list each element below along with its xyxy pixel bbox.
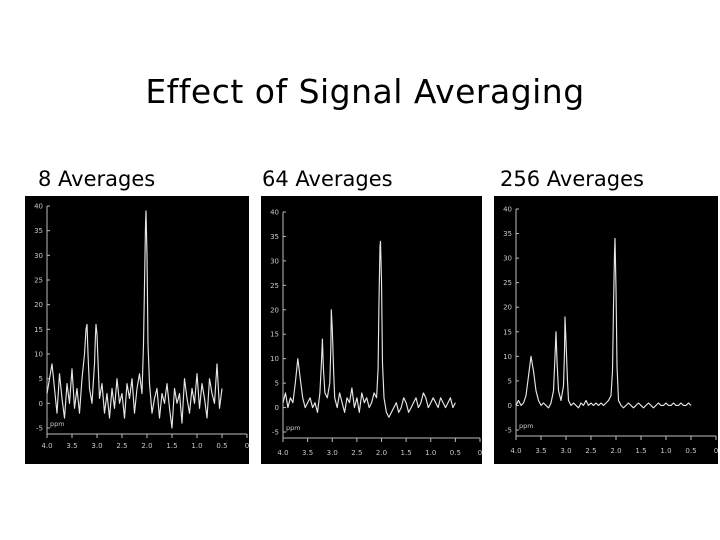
x-tick-label: 0 [714, 447, 718, 455]
y-tick-label: 40 [503, 206, 512, 214]
spectrum-chart-8-averages: 40 35 30 25 20 15 10 5 0 -5 4.0 3.5 3.0 2.5 2.0 1.5 1.0 0… [34, 203, 249, 451]
y-tick-label: 5 [508, 377, 512, 385]
y-tick-label: 30 [503, 255, 512, 263]
y-tick-label: 0 [39, 400, 43, 408]
x-tick-label: 3.0 [91, 442, 102, 450]
x-tick-label: 3.0 [327, 449, 338, 457]
x-tick-label: 0 [478, 449, 482, 457]
y-tick-label: 5 [39, 375, 43, 383]
y-tick-label: 40 [270, 209, 279, 217]
spectrum-chart-256-averages: 40 35 30 25 20 15 10 5 0 -5 4.0 3.5 3.0 2.5 2.0 1.5 1.0 0… [503, 206, 718, 456]
x-tick-label: 0 [245, 442, 249, 450]
y-tick-label: 15 [270, 331, 279, 339]
y-tick-label: 20 [503, 304, 512, 312]
y-tick-label: 25 [503, 279, 512, 287]
y-tick-label: 20 [270, 306, 279, 314]
x-tick-label: 2.0 [376, 449, 387, 457]
x-tick-label: 1.5 [635, 447, 646, 455]
y-tick-label: 0 [275, 404, 279, 412]
x-tick-label: 0.5 [450, 449, 461, 457]
y-tick-label: 5 [275, 380, 279, 388]
y-tick-label: 30 [270, 257, 279, 265]
y-tick-label: 0 [508, 402, 512, 410]
y-tick-label: 10 [503, 353, 512, 361]
x-axis-unit-label: ppm [50, 420, 65, 428]
spectrum-panel-8-averages: 40 35 30 25 20 15 10 5 0 -5 4.0 3.5 3.0 2.5 2.0 1.5 1.0 0… [25, 196, 249, 464]
y-tick-label: -5 [505, 427, 512, 435]
panel-label-8-averages: 8 Averages [38, 167, 156, 191]
y-tick-label: 20 [34, 301, 43, 309]
y-tick-label: 40 [34, 203, 43, 211]
spectrum-chart-64-averages: 40 35 30 25 20 15 10 5 0 -5 4.0 3.5 3.0 2.5 2.0 1.5 1.0 0… [270, 209, 482, 458]
x-tick-label: 4.0 [41, 442, 52, 450]
x-tick-label: 1.0 [425, 449, 436, 457]
y-tick-label: 35 [34, 227, 43, 235]
x-tick-label: 3.5 [535, 447, 546, 455]
y-tick-label: 15 [503, 328, 512, 336]
panel-label-64-averages: 64 Averages [262, 167, 393, 191]
x-tick-label: 0.5 [216, 442, 227, 450]
x-tick-label: 0.5 [685, 447, 696, 455]
panel-label-256-averages: 256 Averages [500, 167, 644, 191]
x-tick-label: 1.0 [191, 442, 202, 450]
y-tick-label: 10 [270, 355, 279, 363]
y-tick-label: -5 [36, 425, 43, 433]
x-tick-label: 2.0 [610, 447, 621, 455]
x-tick-label: 1.0 [660, 447, 671, 455]
y-tick-label: 15 [34, 326, 43, 334]
y-tick-label: 25 [34, 277, 43, 285]
x-tick-label: 3.0 [560, 447, 571, 455]
slide-title: Effect of Signal Averaging [145, 72, 585, 111]
x-tick-label: 2.5 [351, 449, 362, 457]
x-tick-label: 1.5 [401, 449, 412, 457]
y-tick-label: 30 [34, 252, 43, 260]
spectrum-panel-256-averages: 40 35 30 25 20 15 10 5 0 -5 4.0 3.5 3.0 2.5 2.0 1.5 1.0 0… [494, 196, 718, 464]
y-tick-label: -5 [272, 429, 279, 437]
spectrum-trace-line [515, 237, 692, 409]
x-tick-label: 4.0 [510, 447, 521, 455]
x-tick-label: 2.5 [585, 447, 596, 455]
x-tick-label: 1.5 [166, 442, 177, 450]
x-axis-unit-label: ppm [286, 424, 301, 432]
x-tick-label: 2.0 [141, 442, 152, 450]
x-axis-unit-label: ppm [519, 422, 534, 430]
y-tick-label: 10 [34, 351, 43, 359]
x-tick-label: 3.5 [302, 449, 313, 457]
x-tick-label: 4.0 [277, 449, 288, 457]
y-tick-label: 35 [270, 233, 279, 241]
spectrum-trace-line [46, 210, 223, 429]
y-tick-label: 35 [503, 230, 512, 238]
spectrum-trace-line [282, 240, 456, 418]
y-tick-label: 25 [270, 282, 279, 290]
x-tick-label: 3.5 [66, 442, 77, 450]
spectrum-panel-64-averages: 40 35 30 25 20 15 10 5 0 -5 4.0 3.5 3.0 2.5 2.0 1.5 1.0 0… [261, 196, 482, 464]
x-tick-label: 2.5 [116, 442, 127, 450]
